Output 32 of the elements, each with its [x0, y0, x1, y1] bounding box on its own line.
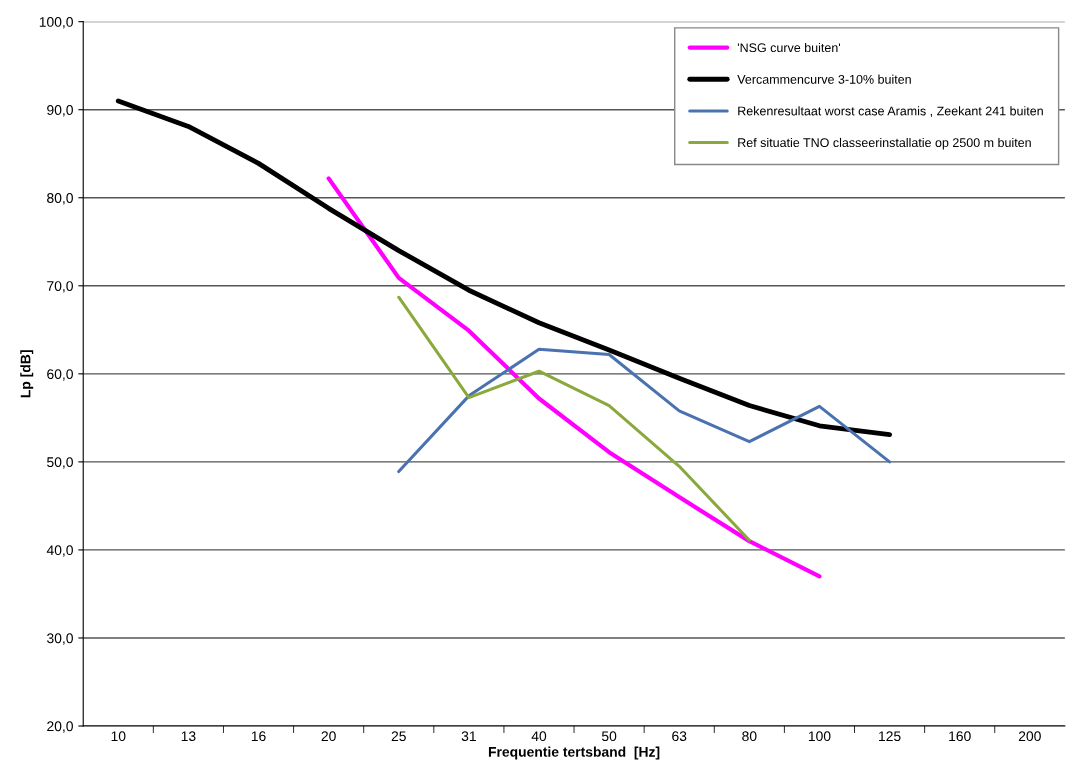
line-series [397, 347, 892, 474]
y-tick-label: 50,0 [47, 457, 73, 469]
x-tick-label: 16 [251, 731, 266, 742]
y-tick-label: 20,0 [47, 721, 73, 733]
x-tick-label: 31 [461, 731, 476, 742]
x-tick-label: 20 [321, 731, 336, 742]
x-tick-label: 25 [391, 731, 406, 742]
x-tick-label: 13 [181, 731, 196, 742]
legend-label: Ref situatie TNO classeerinstallatie op 2500 m buiten [738, 137, 1031, 150]
legend-label: Rekenresultaat worst case Aramis , Zeekant 241 buiten [738, 106, 1043, 117]
y-tick-label: 30,0 [47, 633, 73, 645]
y-tick-label: 60,0 [47, 369, 73, 381]
line-series [326, 176, 822, 579]
line-series [397, 295, 751, 542]
x-tick-label: 40 [531, 731, 547, 742]
legend-label: Vercammencurve 3-10% buiten [737, 74, 911, 84]
y-tick-label: 40,0 [46, 545, 73, 557]
x-tick-label: 125 [879, 731, 901, 742]
y-axis-title: Lp [dB] [20, 350, 34, 398]
y-tick-label: 80,0 [47, 193, 73, 205]
x-tick-label: 10 [111, 731, 126, 742]
x-tick-label: 200 [1018, 731, 1041, 742]
x-tick-label: 63 [672, 731, 687, 742]
y-tick-label: 90,0 [47, 105, 73, 117]
x-tick-label: 160 [949, 731, 971, 742]
x-tick-label: 50 [601, 731, 617, 742]
x-tick-label: 80 [742, 731, 757, 742]
y-tick-label: 100,0 [39, 17, 73, 29]
x-axis-title: Frequentie tertsband [Hz] [488, 746, 660, 760]
y-tick-label: 70,0 [47, 281, 73, 293]
legend-label: 'NSG curve buiten' [737, 42, 841, 53]
x-tick-label: 100 [808, 731, 831, 742]
